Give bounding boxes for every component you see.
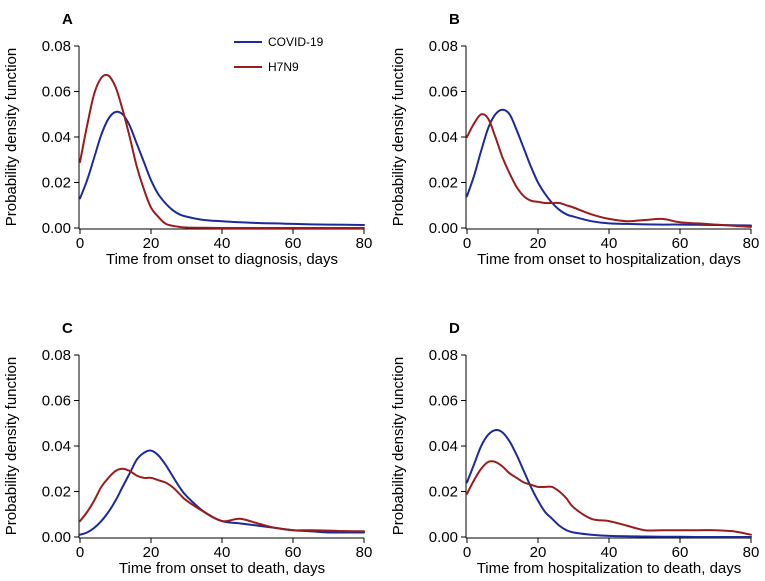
x-tick-label: 60 [285, 544, 302, 561]
series-line-h7n9 [466, 113, 752, 228]
x-tick-label: 40 [601, 235, 618, 252]
x-tick-label: 40 [214, 235, 231, 252]
series-line-h7n9 [466, 460, 752, 536]
y-tick-label: 0.02 [429, 175, 458, 192]
y-tick-label: 0.06 [42, 393, 71, 410]
panel-letter: A [62, 11, 73, 28]
x-tick-label: 0 [463, 235, 471, 252]
x-tick-label: 40 [601, 544, 618, 561]
panel-a: A 0.00 0.02 0.04 0.06 0.08 0 20 40 60 80 Time from … [3, 11, 372, 268]
x-tick-label: 80 [743, 544, 760, 561]
y-axis-label: Probability density function [390, 357, 407, 535]
y-tick-label: 0.08 [42, 38, 71, 55]
x-tick-label: 60 [672, 235, 689, 252]
x-tick-label: 20 [143, 235, 160, 252]
panel-letter: D [449, 320, 460, 337]
x-tick-label: 0 [76, 235, 84, 252]
series-line-covid-19 [466, 429, 752, 538]
y-tick-label: 0.04 [42, 438, 71, 455]
y-axis-label: Probability density function [3, 48, 20, 226]
y-tick-label: 0.08 [429, 347, 458, 364]
x-tick-label: 80 [356, 235, 373, 252]
y-tick-label: 0.00 [42, 220, 71, 237]
y-tick-label: 0.06 [42, 84, 71, 101]
x-tick-label: 0 [463, 544, 471, 561]
x-axis-label: Time from onset to death, days [119, 560, 325, 577]
x-tick-label: 60 [672, 544, 689, 561]
series-line-covid-19 [466, 108, 752, 227]
y-tick-label: 0.06 [429, 393, 458, 410]
y-axis-label: Probability density function [390, 48, 407, 226]
x-axis-label: Time from onset to hospitalization, days [477, 251, 741, 268]
y-tick-label: 0.02 [42, 484, 71, 501]
x-tick-label: 80 [743, 235, 760, 252]
y-tick-label: 0.06 [429, 84, 458, 101]
legend: COVID-19 H7N9 [234, 35, 324, 74]
x-tick-label: 60 [285, 235, 302, 252]
x-tick-label: 20 [530, 235, 547, 252]
x-axis-label: Time from hospitalization to death, days [477, 560, 742, 577]
x-tick-label: 80 [356, 544, 373, 561]
series-line-covid-19 [79, 110, 365, 226]
y-tick-label: 0.04 [429, 438, 458, 455]
y-tick-label: 0.00 [42, 529, 71, 546]
y-tick-label: 0.08 [42, 347, 71, 364]
x-tick-label: 20 [530, 544, 547, 561]
y-tick-label: 0.08 [429, 38, 458, 55]
panel-letter: B [449, 11, 460, 28]
y-axis-label: Probability density function [3, 357, 20, 535]
legend-label: H7N9 [268, 60, 299, 74]
panel-c: C 0.00 0.02 0.04 0.06 0.08 0 20 40 60 80 Time from … [3, 320, 372, 577]
y-tick-label: 0.04 [42, 129, 71, 146]
x-axis-label: Time from onset to diagnosis, days [106, 251, 338, 268]
x-tick-label: 40 [214, 544, 231, 561]
y-tick-label: 0.04 [429, 129, 458, 146]
series-line-h7n9 [79, 467, 365, 533]
y-tick-label: 0.00 [429, 220, 458, 237]
x-tick-label: 0 [76, 544, 84, 561]
x-tick-label: 20 [143, 544, 160, 561]
series-line-h7n9 [79, 73, 365, 229]
y-tick-label: 0.02 [429, 484, 458, 501]
y-tick-label: 0.02 [42, 175, 71, 192]
panel-letter: C [62, 320, 73, 337]
legend-label: COVID-19 [268, 35, 324, 49]
y-tick-label: 0.00 [429, 529, 458, 546]
